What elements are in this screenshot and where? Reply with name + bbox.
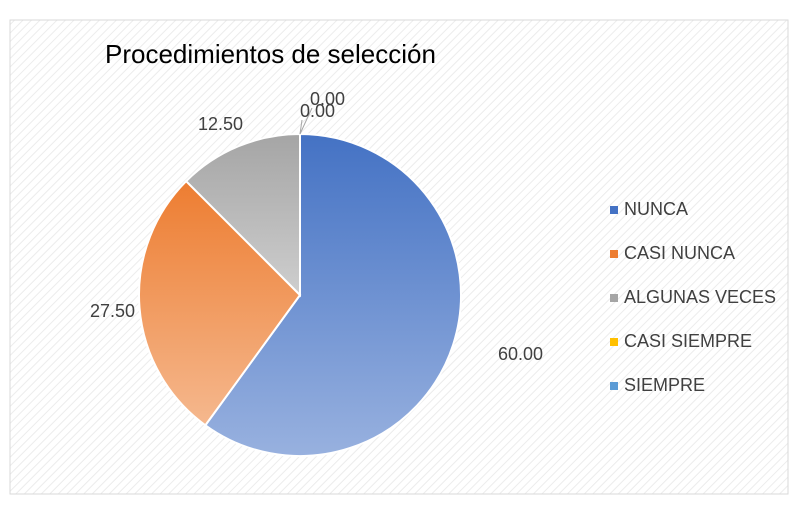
legend-label: CASI NUNCA	[624, 243, 735, 263]
pie-slice	[184, 132, 301, 298]
pie-slice	[203, 132, 462, 457]
chart-title: Procedimientos de selección	[105, 39, 436, 69]
legend-swatch	[610, 206, 618, 214]
legend-label: NUNCA	[624, 199, 688, 219]
legend-label: CASI SIEMPRE	[624, 331, 752, 351]
data-label: 12.50	[198, 114, 243, 134]
legend-swatch	[610, 294, 618, 302]
data-label: 0.00	[300, 101, 335, 121]
legend-label: SIEMPRE	[624, 375, 705, 395]
legend-swatch	[610, 250, 618, 258]
leader-line	[299, 107, 313, 135]
leader-line	[299, 119, 303, 135]
legend-label: ALGUNAS VECES	[624, 287, 776, 307]
data-label: 0.00	[310, 89, 345, 109]
legend-swatch	[610, 382, 618, 390]
data-label: 27.50	[90, 301, 135, 321]
pie-slice	[138, 179, 302, 427]
data-label: 60.00	[498, 344, 543, 364]
legend-swatch	[610, 338, 618, 346]
